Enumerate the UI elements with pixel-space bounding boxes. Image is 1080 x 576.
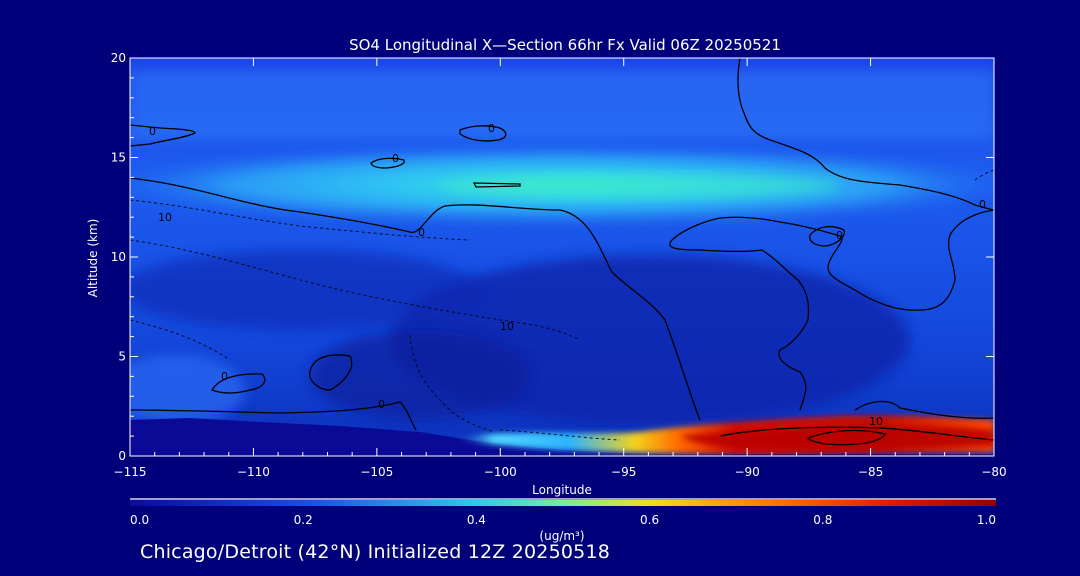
chart-title: SO4 Longitudinal X—Section 66hr Fx Valid… [349,36,781,54]
contour-label: 0 [836,229,843,242]
contour-label: 0 [378,398,385,411]
y-axis: 0 5 10 15 20 [111,51,994,463]
contour-plume-inner [719,426,994,441]
lower-left-light [130,355,245,425]
contour-label: 0 [149,125,156,138]
dashed-contours [130,169,994,441]
plot-area: 0 0 0 0 10 0 0 10 0 0 10 [130,58,994,456]
dashed-contour-vertical [409,334,496,433]
contour-label: 10 [500,320,514,333]
colorbar: 0.0 0.2 0.4 0.6 0.8 1.0 (ug/m³) [130,498,996,543]
y-tick-label: 5 [118,350,126,364]
y-axis-label: Altitude (km) [86,219,100,298]
y-tick-label: 10 [111,250,126,264]
upper-so4-layer-core [440,174,840,198]
dashed-contour-left-low [130,319,231,361]
dashed-contour-mid [130,239,581,341]
contour-loop-85 [809,225,845,247]
x-tick-label: −85 [858,465,883,479]
dashed-contour-plume [499,429,621,441]
contour-small-top-left [130,124,196,147]
contour-label: 0 [979,198,986,211]
colorbar-tick-label: 0.6 [640,513,659,527]
terrain-mask [130,418,994,456]
surface-plume-core [680,426,994,450]
contour-jet-slab [472,182,521,188]
contour-label: 10 [158,211,172,224]
colorbar-unit-label: (ug/m³) [539,529,584,543]
contour-label: 0 [392,152,399,165]
x-tick-label: −100 [484,465,517,479]
colorbar-tick-label: 0.2 [294,513,313,527]
contour-plume-loop [807,429,886,446]
colorbar-tick-label: 0.4 [467,513,486,527]
contour-upper-main [130,177,701,421]
mid-dark-region-3 [310,330,530,420]
contour-right-loop [669,209,994,411]
contour-blob-left [211,373,266,394]
colorbar-gradient [130,500,996,506]
x-tick-label: −105 [360,465,393,479]
x-axis: −115 −110 −105 −100 −95 −90 −85 −80 [114,58,1007,479]
contour-labels: 0 0 0 0 10 0 0 10 0 0 10 [149,122,986,428]
solid-contours [130,58,994,446]
colorbar-tick-label: 1.0 [977,513,996,527]
contour-right-edge-low [854,400,994,419]
footer-caption: Chicago/Detroit (42°N) Initialized 12Z 2… [140,541,611,563]
contour-label: 0 [221,370,228,383]
contour-label: 10 [869,415,883,428]
x-tick-label: −110 [237,465,270,479]
x-tick-label: −90 [734,465,759,479]
contour-small-left-mid [370,157,405,169]
mid-dark-region-2 [130,250,480,330]
colorbar-tick-label: 0.8 [813,513,832,527]
contour-small-top-mid [459,125,507,142]
contour-lower-band [130,401,417,431]
dashed-contour-right [974,169,994,181]
colorbar-ticks: 0.0 0.2 0.4 0.6 0.8 1.0 [130,513,996,527]
contour-right-column [737,58,994,211]
contour-blob-mid [309,354,353,391]
x-axis-label: Longitude [532,483,592,497]
contour-label: 0 [488,122,495,135]
x-tick-label: −115 [114,465,147,479]
x-tick-label: −80 [981,465,1006,479]
colorbar-tick-label: 0.0 [130,513,149,527]
x-tick-label: −95 [611,465,636,479]
y-tick-label: 0 [118,449,126,463]
y-tick-label: 20 [111,51,126,65]
upper-bright-band [130,70,994,140]
contour-label: 0 [418,226,425,239]
y-tick-label: 15 [111,151,126,165]
